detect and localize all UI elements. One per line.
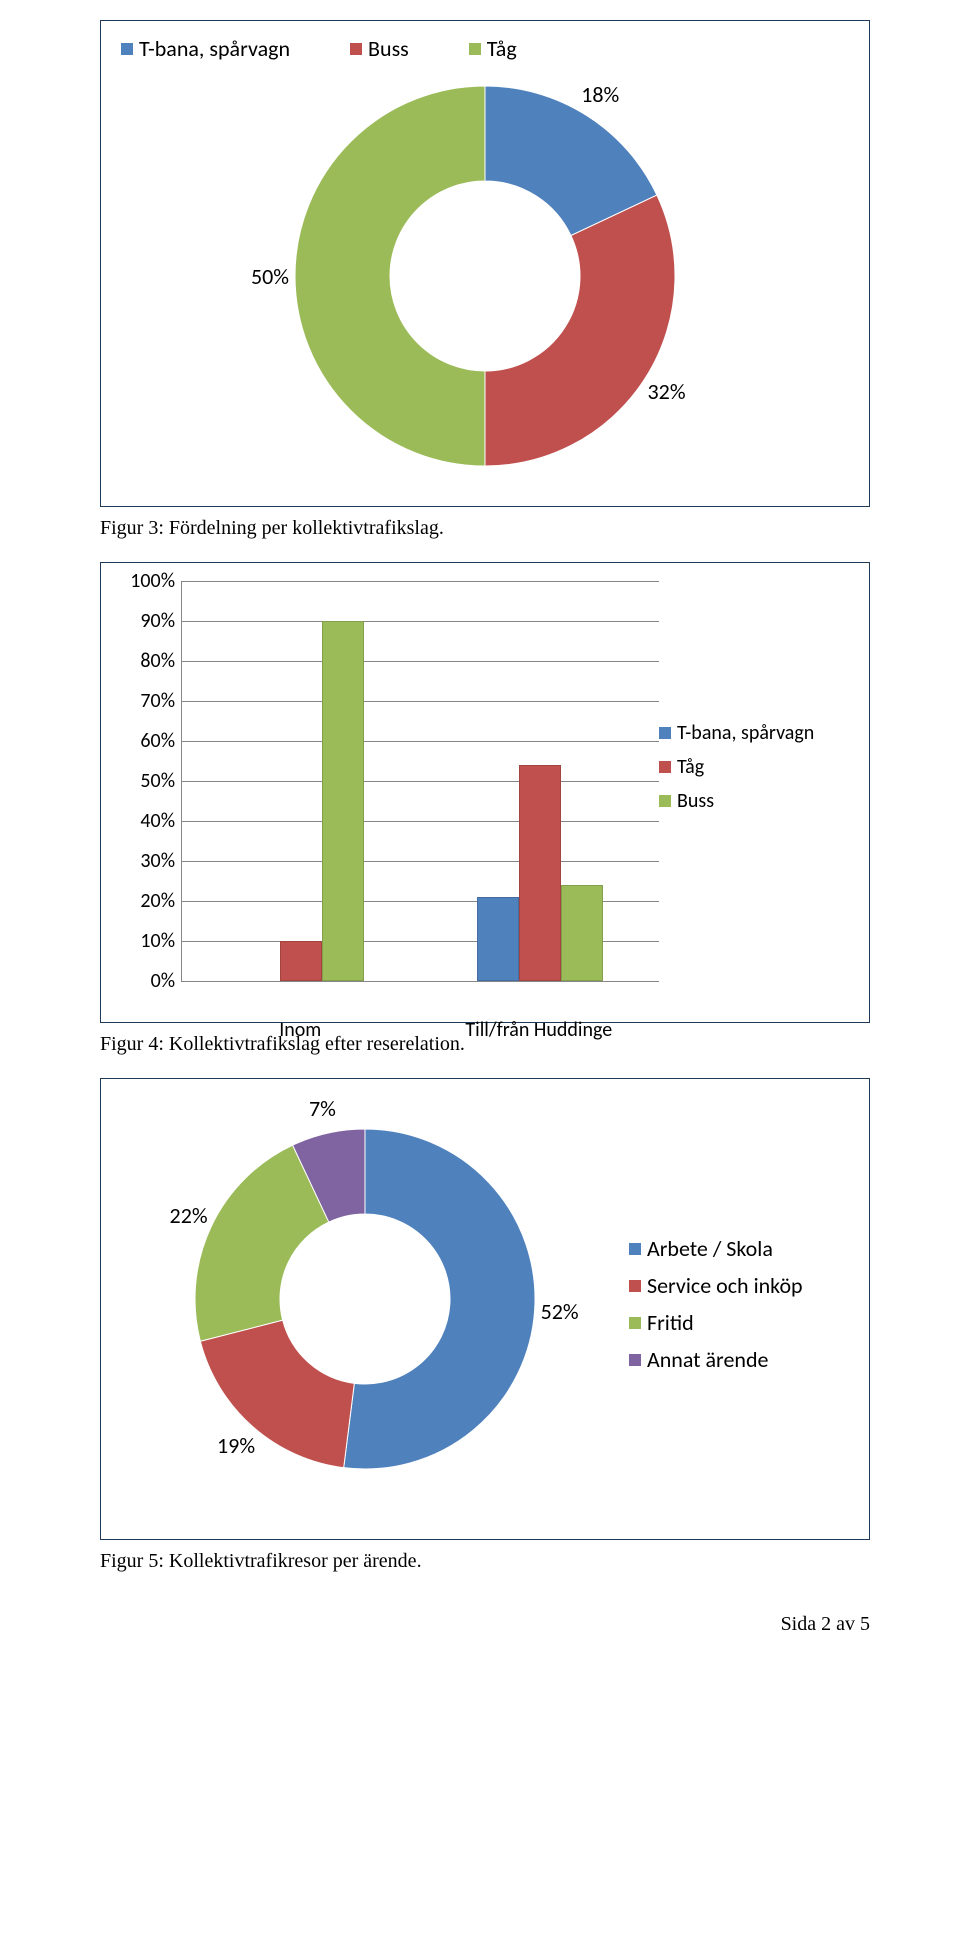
- legend-label: Arbete / Skola: [647, 1235, 773, 1262]
- legend-label: Service och inköp: [647, 1272, 803, 1299]
- donut-slice-label: 32%: [648, 378, 686, 405]
- donut-chart-2: 52% 19% 22% 7% Arbete / Skola Service och in…: [100, 1078, 870, 1540]
- legend-item: Fritid: [629, 1309, 849, 1336]
- gridline: [182, 621, 659, 622]
- legend-item: Annat ärende: [629, 1346, 849, 1373]
- legend-swatch: [659, 727, 671, 739]
- bar-legend: T-bana, spårvagn Tåg Buss: [659, 581, 859, 1012]
- legend-swatch: [659, 795, 671, 807]
- legend-label: Buss: [368, 35, 409, 62]
- legend-item: T-bana, spårvagn: [121, 35, 290, 62]
- ytick-label: 90%: [120, 609, 175, 633]
- donut-slice-label: 18%: [581, 81, 619, 108]
- ytick-label: 40%: [120, 809, 175, 833]
- legend-item: Arbete / Skola: [629, 1235, 849, 1262]
- donut-svg: [285, 76, 685, 476]
- legend-item: Buss: [659, 789, 859, 813]
- gridline: [182, 701, 659, 702]
- donut2-wrap: 52%19%22%7%: [101, 1109, 629, 1509]
- page-footer: Sida 2 av 5: [100, 1613, 870, 1636]
- donut-slice: [295, 86, 485, 466]
- ytick-label: 10%: [120, 929, 175, 953]
- gridline: [182, 741, 659, 742]
- legend-swatch: [629, 1317, 641, 1329]
- gridline: [182, 661, 659, 662]
- legend-label: Annat ärende: [647, 1346, 768, 1373]
- ytick-label: 60%: [120, 729, 175, 753]
- gridline: [182, 821, 659, 822]
- gridline: [182, 781, 659, 782]
- ytick-label: 70%: [120, 689, 175, 713]
- donut-slice-label: 22%: [170, 1202, 208, 1229]
- legend-item: T-bana, spårvagn: [659, 721, 859, 745]
- gridline: [182, 861, 659, 862]
- legend-item: Service och inköp: [629, 1272, 849, 1299]
- legend-top-1: T-bana, spårvagn Buss Tåg: [101, 21, 869, 66]
- legend-label: T-bana, spårvagn: [677, 721, 814, 745]
- bar: [280, 941, 322, 981]
- donut-slice-label: 52%: [541, 1298, 579, 1325]
- legend-label: Tåg: [677, 755, 704, 779]
- bar-chart: 0%10%20%30%40%50%60%70%80%90%100% InomTi…: [100, 562, 870, 1023]
- xtick-label: Till/från Huddinge: [465, 1018, 612, 1042]
- legend-label: Fritid: [647, 1309, 694, 1336]
- donut-slice-label: 19%: [217, 1432, 255, 1459]
- legend-swatch: [659, 761, 671, 773]
- bar: [561, 885, 603, 981]
- bar: [477, 897, 519, 981]
- donut-slice: [485, 195, 675, 466]
- ytick-label: 30%: [120, 849, 175, 873]
- bar-plot: 0%10%20%30%40%50%60%70%80%90%100%: [181, 581, 659, 982]
- donut-slice: [344, 1129, 535, 1469]
- legend-label: Buss: [677, 789, 714, 813]
- caption-3: Figur 5: Kollektivtrafikresor per ärende…: [100, 1550, 870, 1573]
- donut1-wrap: 18% 32% 50%: [101, 66, 869, 506]
- legend-swatch: [469, 43, 481, 55]
- donut-chart-1: T-bana, spårvagn Buss Tåg 18% 32% 50%: [100, 20, 870, 507]
- donut-slice-label: 7%: [309, 1095, 336, 1122]
- legend-swatch: [629, 1243, 641, 1255]
- ytick-label: 100%: [120, 569, 175, 593]
- bar: [519, 765, 561, 981]
- ytick-label: 50%: [120, 769, 175, 793]
- bar: [322, 621, 364, 981]
- legend-swatch: [350, 43, 362, 55]
- legend-item: Tåg: [469, 35, 517, 62]
- legend-item: Buss: [350, 35, 409, 62]
- caption-1: Figur 3: Fördelning per kollektivtrafiks…: [100, 517, 870, 540]
- ytick-label: 0%: [120, 969, 175, 993]
- ytick-label: 80%: [120, 649, 175, 673]
- ytick-label: 20%: [120, 889, 175, 913]
- legend-swatch: [629, 1354, 641, 1366]
- legend-swatch: [629, 1280, 641, 1292]
- legend-label: T-bana, spårvagn: [139, 35, 290, 62]
- gridline: [182, 581, 659, 582]
- legend-right: Arbete / Skola Service och inköp Fritid Ann…: [629, 1235, 849, 1383]
- xtick-label: Inom: [279, 1018, 321, 1042]
- donut-svg: [185, 1119, 545, 1479]
- legend-item: Tåg: [659, 755, 859, 779]
- legend-label: Tåg: [487, 35, 517, 62]
- donut-slice-label: 50%: [251, 263, 289, 290]
- legend-swatch: [121, 43, 133, 55]
